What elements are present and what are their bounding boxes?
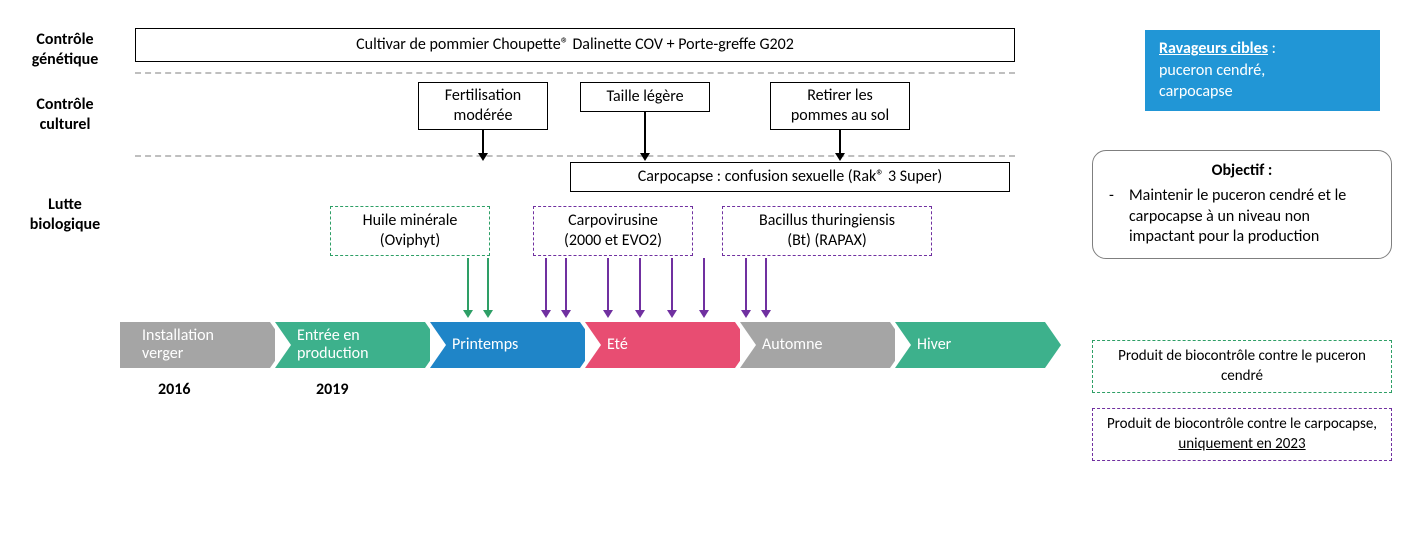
- legend-green-text: Produit de biocontrôle contre le puceron…: [1118, 347, 1366, 385]
- taille-box: Taille légère: [580, 82, 710, 112]
- row-label-culturel: Contrôleculturel: [10, 95, 120, 135]
- cultivar-box: Cultivar de pommier Choupette® Dalinette…: [135, 28, 1015, 62]
- huile-text: Huile minérale(Oviphyt): [363, 211, 458, 251]
- confusion-box: Carpocapse : confusion sexuelle (Rak® 3 …: [570, 162, 1010, 192]
- fertil-box: Fertilisationmodérée: [418, 82, 548, 130]
- bt-box: Bacillus thuringiensis(Bt) (RAPAX): [722, 206, 932, 256]
- row-label-biologique: Luttebiologique: [10, 195, 120, 235]
- timeline-label: Installationverger: [142, 327, 214, 364]
- timeline-label: Entrée enproduction: [297, 327, 369, 364]
- timeline-chevron: Automne: [740, 322, 890, 368]
- timeline-chevron: Installationverger: [120, 322, 270, 368]
- carpov-box: Carpovirusine(2000 et EVO2): [533, 206, 693, 256]
- legend-purple: Produit de biocontrôle contre le carpoca…: [1092, 408, 1392, 461]
- legend-green: Produit de biocontrôle contre le puceron…: [1092, 340, 1392, 393]
- badge-title: Ravageurs cibles: [1159, 39, 1268, 58]
- cultivar-text: Cultivar de pommier Choupette® Dalinette…: [356, 35, 794, 55]
- legend-purple-text-b: uniquement en 2023: [1178, 435, 1305, 453]
- sep-1: [135, 72, 1015, 74]
- legend-purple-text-a: Produit de biocontrôle contre le carpoca…: [1107, 415, 1377, 433]
- year-label: 2019: [316, 380, 348, 399]
- retirer-text: Retirer lespommes au sol: [791, 86, 889, 126]
- timeline-chevron: Hiver: [895, 322, 1045, 368]
- timeline-label: Hiver: [917, 336, 951, 354]
- ravageurs-badge: Ravageurs cibles : puceron cendré,carpoc…: [1145, 30, 1380, 111]
- objectif-box: Objectif : - Maintenir le puceron cendré…: [1092, 150, 1392, 259]
- timeline-label: Printemps: [452, 336, 518, 354]
- fertil-text: Fertilisationmodérée: [445, 86, 521, 126]
- badge-body: puceron cendré,carpocapse: [1159, 61, 1265, 102]
- sep-2: [135, 155, 1015, 157]
- huile-box: Huile minérale(Oviphyt): [330, 206, 490, 256]
- timeline-label: Eté: [607, 336, 628, 354]
- objectif-text: Maintenir le puceron cendré et le carpoc…: [1129, 186, 1375, 248]
- confusion-text: Carpocapse : confusion sexuelle (Rak® 3 …: [638, 167, 943, 187]
- bullet-dash: -: [1109, 186, 1129, 248]
- badge-title-suffix: :: [1268, 39, 1276, 58]
- timeline-chevron: Eté: [585, 322, 735, 368]
- row-label-genetique: Contrôlegénétique: [10, 30, 120, 70]
- timeline-chevron: Printemps: [430, 322, 580, 368]
- objectif-heading: Objectif :: [1109, 161, 1375, 182]
- timeline-label: Automne: [762, 336, 822, 354]
- retirer-box: Retirer lespommes au sol: [770, 82, 910, 130]
- taille-text: Taille légère: [606, 87, 683, 107]
- timeline-chevron: Entrée enproduction: [275, 322, 425, 368]
- year-label: 2016: [158, 380, 190, 399]
- bt-text: Bacillus thuringiensis(Bt) (RAPAX): [759, 211, 895, 251]
- carpov-text: Carpovirusine(2000 et EVO2): [564, 211, 662, 251]
